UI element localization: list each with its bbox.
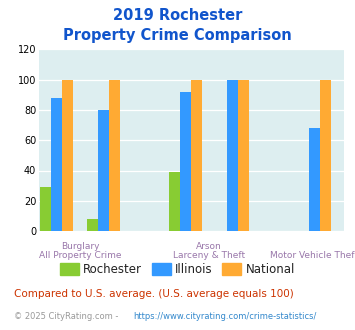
Text: 2019 Rochester: 2019 Rochester <box>113 8 242 23</box>
Bar <box>62 80 73 231</box>
Bar <box>320 80 331 231</box>
Text: Property Crime Comparison: Property Crime Comparison <box>63 28 292 43</box>
Bar <box>109 80 120 231</box>
Text: Larceny & Theft: Larceny & Theft <box>173 251 245 260</box>
Text: Arson: Arson <box>196 242 222 250</box>
Text: https://www.cityrating.com/crime-statistics/: https://www.cityrating.com/crime-statist… <box>133 312 317 321</box>
Bar <box>226 80 237 231</box>
Bar <box>237 80 248 231</box>
Text: Burglary: Burglary <box>61 242 99 250</box>
Bar <box>191 80 202 231</box>
Bar <box>87 219 98 231</box>
Text: © 2025 CityRating.com -: © 2025 CityRating.com - <box>14 312 121 321</box>
Legend: Rochester, Illinois, National: Rochester, Illinois, National <box>55 258 300 281</box>
Bar <box>98 110 109 231</box>
Text: Motor Vehicle Theft: Motor Vehicle Theft <box>270 251 355 260</box>
Bar <box>169 172 180 231</box>
Bar <box>51 98 62 231</box>
Bar <box>180 92 191 231</box>
Bar <box>40 187 51 231</box>
Bar <box>309 128 320 231</box>
Text: All Property Crime: All Property Crime <box>39 251 121 260</box>
Text: Compared to U.S. average. (U.S. average equals 100): Compared to U.S. average. (U.S. average … <box>14 289 294 299</box>
